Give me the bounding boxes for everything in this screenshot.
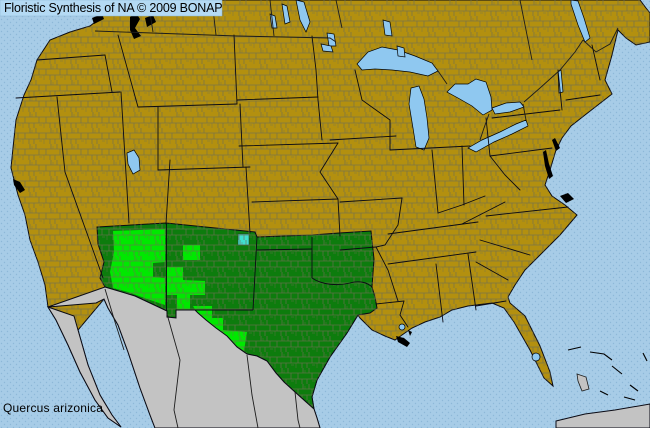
lake-nipigon: [382, 19, 393, 37]
baja-california-peninsula: [46, 306, 122, 428]
mexico-state-borders: [104, 288, 301, 428]
lake-erie: [467, 119, 529, 153]
st-lawrence-river: [570, 0, 591, 43]
map-region-cuba: [555, 403, 650, 428]
us-canada-border: [94, 30, 337, 43]
carolina-sounds: [560, 193, 574, 203]
lake-pontchartrain: [398, 323, 406, 331]
rainy-lake: [396, 45, 406, 58]
lake-michigan: [408, 85, 430, 151]
lakes: [126, 0, 591, 362]
great-salt-lake: [126, 149, 141, 175]
lake-manitoba: [281, 3, 291, 25]
us-state-borders: [15, 34, 601, 328]
map-title: Floristic Synthesis of NA © 2009 BONAP: [4, 1, 222, 15]
species-label: Quercus arizonica: [3, 401, 103, 415]
delaware-bay: [552, 138, 560, 151]
lake-huron: [446, 78, 493, 116]
mississippi-delta: [396, 330, 412, 347]
lake-winnipeg: [295, 0, 311, 33]
title-strip: [0, 0, 223, 17]
chesapeake-bay: [543, 150, 553, 179]
red-lakes: [320, 43, 334, 53]
lake-okeechobee: [531, 352, 541, 362]
san-francisco-bay: [13, 179, 25, 193]
map-region-bahamas: [567, 346, 648, 401]
lake-champlain: [557, 69, 564, 94]
green-region-state-borders: [166, 223, 373, 311]
